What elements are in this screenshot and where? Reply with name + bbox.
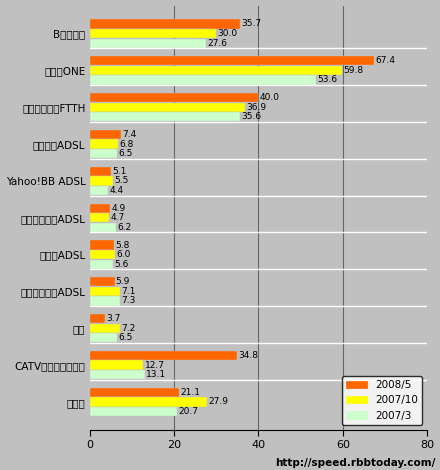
Text: 34.8: 34.8 <box>238 351 258 360</box>
Bar <box>90 360 143 370</box>
Text: 53.6: 53.6 <box>317 76 337 85</box>
Bar <box>90 370 145 379</box>
Bar <box>90 112 240 121</box>
Text: 5.1: 5.1 <box>112 167 127 176</box>
Bar <box>90 167 111 176</box>
Text: 27.9: 27.9 <box>209 398 229 407</box>
Text: 30.0: 30.0 <box>217 29 238 38</box>
Bar <box>90 397 207 407</box>
Bar <box>90 29 216 38</box>
Bar <box>90 186 108 195</box>
Bar <box>90 75 316 85</box>
Text: 67.4: 67.4 <box>375 56 396 65</box>
Bar <box>90 66 342 75</box>
Text: 7.4: 7.4 <box>122 130 136 139</box>
Bar <box>90 277 114 286</box>
Bar <box>90 102 246 112</box>
Text: 5.8: 5.8 <box>115 241 130 250</box>
Text: 6.5: 6.5 <box>118 333 133 342</box>
Text: 7.1: 7.1 <box>121 287 135 296</box>
Bar <box>90 56 374 65</box>
Text: 35.7: 35.7 <box>242 19 262 29</box>
Bar <box>90 287 120 296</box>
Bar <box>90 314 105 323</box>
Legend: 2008/5, 2007/10, 2007/3: 2008/5, 2007/10, 2007/3 <box>342 376 422 425</box>
Text: 6.0: 6.0 <box>116 250 131 259</box>
Text: 4.9: 4.9 <box>112 204 126 212</box>
Text: 4.7: 4.7 <box>111 213 125 222</box>
Bar <box>90 297 121 306</box>
Bar <box>90 93 258 102</box>
Text: http://speed.rbbtoday.com/: http://speed.rbbtoday.com/ <box>275 458 436 468</box>
Bar <box>90 388 179 397</box>
Text: 3.7: 3.7 <box>106 314 121 323</box>
Text: 35.6: 35.6 <box>241 112 261 121</box>
Text: 40.0: 40.0 <box>260 93 280 102</box>
Text: 5.9: 5.9 <box>116 277 130 286</box>
Text: 12.7: 12.7 <box>144 360 165 369</box>
Text: 13.1: 13.1 <box>146 370 166 379</box>
Text: 5.6: 5.6 <box>114 259 129 269</box>
Bar <box>90 259 113 269</box>
Text: 7.3: 7.3 <box>122 297 136 306</box>
Bar <box>90 39 206 48</box>
Text: 20.7: 20.7 <box>178 407 198 416</box>
Bar <box>90 19 240 29</box>
Bar <box>90 213 110 222</box>
Bar <box>90 240 114 250</box>
Text: 59.8: 59.8 <box>343 66 363 75</box>
Bar <box>90 407 177 416</box>
Text: 21.1: 21.1 <box>180 388 200 397</box>
Bar <box>90 324 120 333</box>
Text: 7.2: 7.2 <box>121 324 136 333</box>
Bar <box>90 204 110 213</box>
Text: 6.5: 6.5 <box>118 149 133 158</box>
Bar <box>90 333 117 343</box>
Bar <box>90 223 116 232</box>
Text: 36.9: 36.9 <box>247 103 267 112</box>
Bar <box>90 140 118 149</box>
Bar <box>90 176 113 186</box>
Text: 5.5: 5.5 <box>114 176 128 185</box>
Bar <box>90 130 121 139</box>
Text: 6.8: 6.8 <box>120 140 134 149</box>
Text: 27.6: 27.6 <box>207 39 227 47</box>
Bar <box>90 149 117 158</box>
Text: 6.2: 6.2 <box>117 223 131 232</box>
Bar <box>90 250 115 259</box>
Bar <box>90 351 237 360</box>
Text: 4.4: 4.4 <box>110 186 124 195</box>
